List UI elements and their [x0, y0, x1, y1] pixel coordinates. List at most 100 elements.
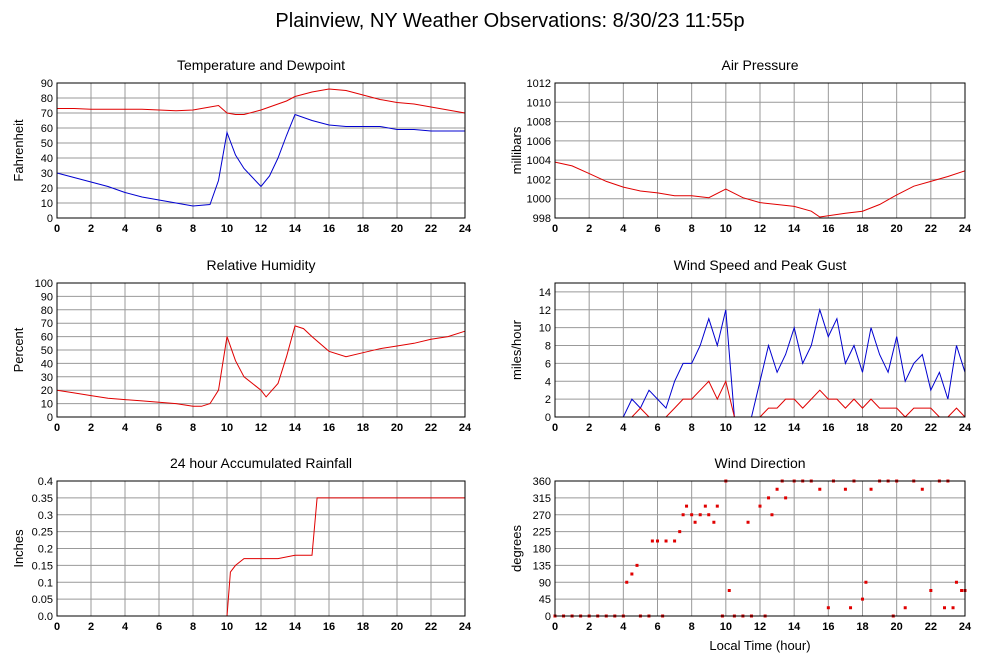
point — [673, 539, 677, 543]
x-tick-label: 8 — [190, 621, 196, 633]
y-tick-label: 998 — [533, 213, 551, 225]
x-tick-label: 22 — [425, 422, 437, 434]
y-tick-label: 0 — [47, 213, 53, 225]
y-tick-label: 12 — [539, 305, 551, 317]
x-tick-label: 22 — [925, 621, 937, 633]
x-tick-label: 20 — [891, 621, 903, 633]
y-tick-label: 70 — [41, 318, 53, 330]
point — [746, 520, 750, 524]
y-tick-label: 225 — [533, 527, 551, 539]
y-tick-label: 10 — [41, 198, 53, 210]
y-tick-label: 50 — [41, 345, 53, 357]
point — [784, 496, 788, 500]
y-tick-label: 80 — [41, 305, 53, 317]
x-tick-label: 16 — [822, 422, 834, 434]
x-tick-label: 20 — [891, 422, 903, 434]
y-tick-label: 100 — [35, 278, 53, 290]
y-tick-label: 30 — [41, 372, 53, 384]
y-tick-label: 0.2 — [38, 544, 53, 556]
x-tick-label: 18 — [357, 422, 369, 434]
y-tick-label: 0.25 — [32, 527, 53, 539]
y-tick-label: 1002 — [527, 174, 551, 186]
x-tick-label: 4 — [122, 621, 129, 633]
x-tick-label: 12 — [754, 422, 766, 434]
x-tick-label: 20 — [391, 422, 403, 434]
series-line — [554, 161, 966, 218]
panel-title: Relative Humidity — [207, 257, 316, 273]
point — [770, 513, 774, 517]
x-tick-label: 0 — [54, 422, 60, 434]
panel-title: Wind Direction — [714, 455, 805, 471]
y-tick-label: 8 — [545, 341, 551, 353]
x-tick-label: 8 — [689, 621, 695, 633]
point — [715, 504, 719, 508]
point — [920, 487, 924, 491]
series-line — [56, 325, 466, 407]
x-tick-label: 24 — [459, 223, 472, 235]
y-tick-label: 10 — [539, 323, 551, 335]
y-axis-label: miles/hour — [509, 319, 524, 380]
y-tick-label: 180 — [533, 544, 551, 556]
x-tick-label: 0 — [552, 223, 558, 235]
x-tick-label: 14 — [788, 621, 801, 633]
panel-title: Air Pressure — [721, 57, 798, 73]
y-axis-label: Fahrenheit — [11, 119, 26, 182]
point — [943, 606, 946, 610]
x-tick-label: 10 — [221, 621, 233, 633]
x-tick-label: 4 — [620, 621, 627, 633]
x-tick-label: 16 — [323, 223, 335, 235]
point — [625, 580, 629, 584]
y-tick-label: 2 — [545, 394, 551, 406]
x-tick-label: 18 — [357, 223, 369, 235]
x-tick-label: 2 — [88, 422, 94, 434]
point — [698, 513, 702, 517]
x-tick-label: 14 — [289, 621, 302, 633]
y-axis-label: millibars — [509, 126, 524, 174]
point — [758, 504, 762, 508]
y-tick-label: 0.3 — [38, 510, 53, 522]
x-tick-label: 14 — [788, 422, 801, 434]
plot-frame — [56, 480, 466, 617]
y-tick-label: 270 — [533, 510, 551, 522]
x-tick-label: 6 — [654, 621, 660, 633]
x-tick-label: 18 — [856, 223, 868, 235]
x-tick-label: 24 — [459, 422, 472, 434]
y-tick-label: 20 — [41, 183, 53, 195]
page-title: Plainview, NY Weather Observations: 8/30… — [275, 10, 744, 32]
y-axis-label: Inches — [11, 529, 26, 568]
plot-frame — [56, 282, 466, 418]
y-tick-label: 60 — [41, 123, 53, 135]
point — [954, 580, 958, 584]
x-tick-label: 18 — [357, 621, 369, 633]
x-tick-label: 0 — [552, 422, 558, 434]
x-tick-label: 16 — [323, 621, 335, 633]
x-tick-label: 16 — [323, 422, 335, 434]
point — [712, 520, 716, 524]
point — [951, 606, 955, 610]
y-tick-label: 0 — [545, 412, 551, 424]
y-tick-label: 1012 — [527, 78, 551, 90]
x-tick-label: 6 — [156, 621, 162, 633]
x-tick-label: 16 — [822, 223, 834, 235]
x-tick-label: 24 — [959, 223, 972, 235]
x-tick-label: 24 — [459, 621, 472, 633]
point — [826, 606, 830, 610]
y-tick-label: 135 — [533, 560, 551, 572]
point — [849, 606, 853, 610]
x-tick-label: 10 — [221, 422, 233, 434]
x-tick-label: 4 — [620, 422, 627, 434]
plot-frame — [554, 282, 966, 418]
point — [707, 513, 711, 517]
x-tick-label: 2 — [586, 223, 592, 235]
y-tick-label: 0.4 — [38, 476, 53, 488]
x-tick-label: 14 — [289, 422, 302, 434]
x-tick-label: 22 — [925, 422, 937, 434]
x-tick-label: 10 — [720, 422, 732, 434]
point — [630, 572, 634, 576]
y-tick-label: 0.1 — [38, 577, 53, 589]
plot-frame — [56, 82, 466, 219]
x-tick-label: 24 — [959, 621, 972, 633]
